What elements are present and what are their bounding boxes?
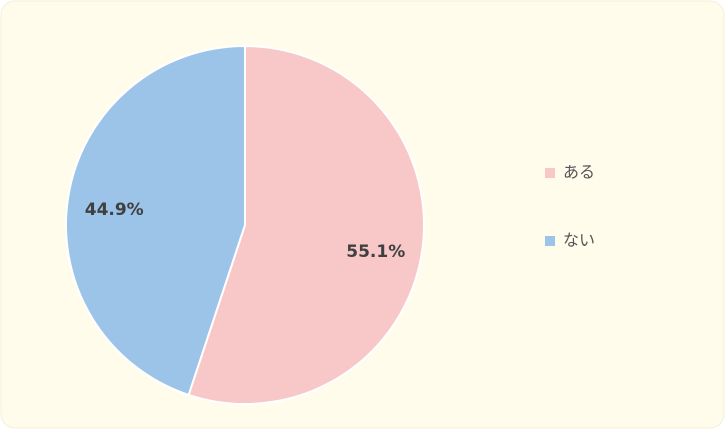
legend-label: ない <box>563 231 595 250</box>
value-label: 55.1% <box>346 242 405 262</box>
legend-swatch <box>545 236 555 246</box>
legend-swatch <box>545 168 555 178</box>
legend-label: ある <box>563 163 595 182</box>
value-label: 44.9% <box>85 200 144 220</box>
pie-slice <box>187 44 425 405</box>
pie-slice <box>65 44 246 397</box>
